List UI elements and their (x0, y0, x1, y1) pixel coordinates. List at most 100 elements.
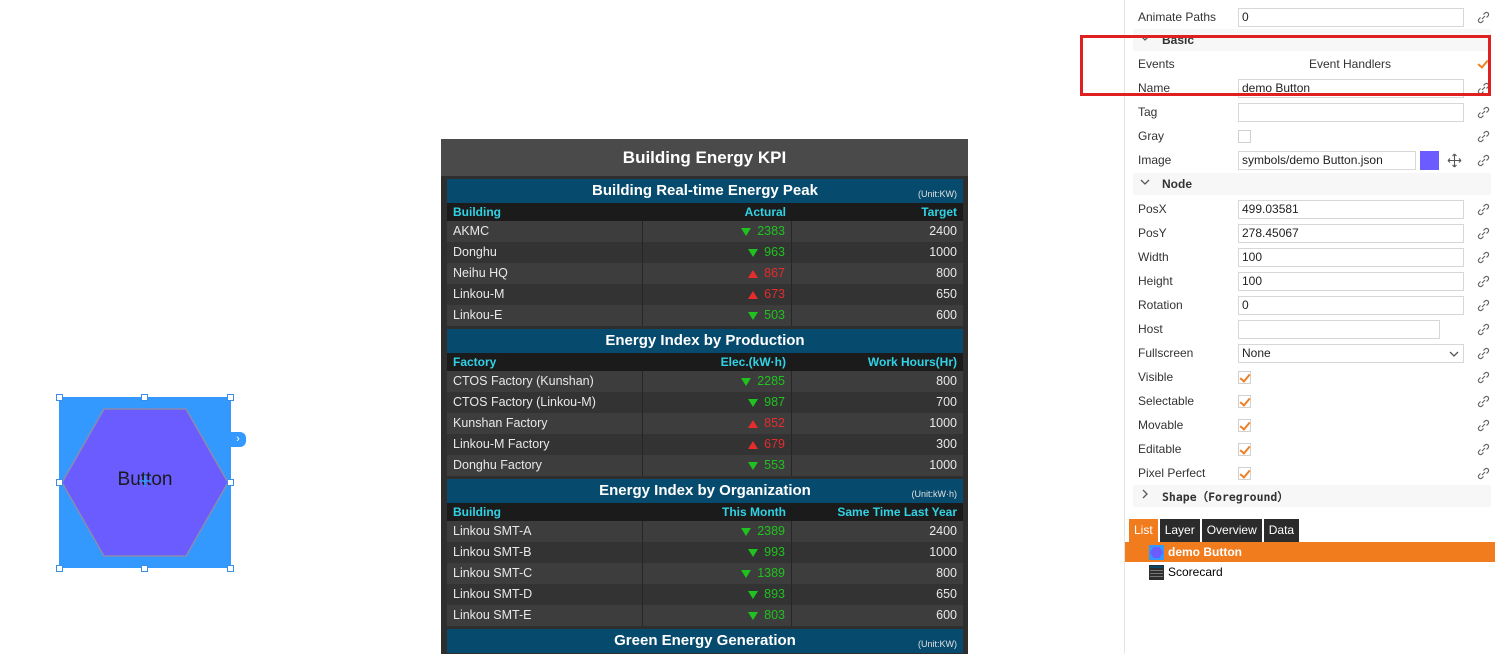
link-icon[interactable] (1477, 203, 1490, 216)
posy-input[interactable]: 278.45067 (1238, 224, 1464, 243)
row-value: 963 (764, 245, 785, 259)
link-icon[interactable] (1477, 275, 1490, 288)
pixel-perfect-checkbox[interactable] (1238, 467, 1251, 480)
triangle-down-icon (748, 548, 759, 557)
move-arrows-icon[interactable] (1447, 153, 1462, 168)
row-value-cell: 553 (643, 455, 792, 476)
image-preview-icon[interactable] (1420, 151, 1439, 170)
link-icon[interactable] (1477, 154, 1490, 167)
selectable-checkbox[interactable] (1238, 395, 1251, 408)
section-shape[interactable]: Shape（Foreground） (1133, 485, 1491, 507)
prop-label: Fullscreen (1138, 346, 1194, 360)
row-value-cell: 963 (643, 242, 792, 263)
section-title: Energy Index by Organization (599, 482, 811, 499)
link-icon[interactable] (1477, 323, 1490, 336)
row-target: 800 (936, 266, 957, 280)
chevron-right-icon[interactable]: › (230, 432, 246, 447)
demo-button-node[interactable]: Button (59, 397, 231, 568)
width-input[interactable]: 100 (1238, 248, 1464, 267)
editable-checkbox[interactable] (1238, 443, 1251, 456)
table-row: Linkou SMT-C 1389 800 (447, 563, 963, 584)
link-icon[interactable] (1477, 227, 1490, 240)
link-icon[interactable] (1477, 347, 1490, 360)
row-name: CTOS Factory (Linkou-M) (447, 392, 643, 413)
triangle-up-icon (748, 440, 759, 449)
event-handlers-link[interactable]: Event Handlers (1309, 57, 1392, 71)
link-icon[interactable] (1477, 130, 1490, 143)
triangle-down-icon (748, 611, 759, 620)
triangle-down-icon (748, 311, 759, 320)
prop-label: Width (1138, 250, 1169, 264)
triangle-down-icon (741, 377, 752, 386)
link-icon[interactable] (1477, 82, 1490, 95)
resize-handle-s[interactable] (141, 565, 148, 572)
section-basic[interactable]: Basic (1133, 29, 1491, 51)
scorecard-node[interactable]: Building Energy KPI Building Real-time E… (441, 139, 968, 654)
link-icon[interactable] (1477, 467, 1490, 480)
prop-label: Name (1138, 81, 1171, 95)
link-icon[interactable] (1477, 443, 1490, 456)
triangle-down-icon (748, 248, 759, 257)
animate-paths-input[interactable]: 0 (1238, 8, 1464, 27)
visible-checkbox[interactable] (1238, 371, 1251, 384)
table-row: Linkou SMT-D 893 650 (447, 584, 963, 605)
prop-name: Name demo Button (1133, 76, 1491, 100)
movable-checkbox[interactable] (1238, 419, 1251, 432)
name-input[interactable]: demo Button (1238, 79, 1464, 98)
tab-list[interactable]: List (1129, 519, 1158, 542)
row-target: 650 (936, 287, 957, 301)
triangle-down-icon (741, 527, 752, 536)
column-headers: Building This Month Same Time Last Year (447, 503, 963, 521)
tab-data[interactable]: Data (1263, 519, 1300, 542)
editor-canvas[interactable]: Button › Building Energy KPI Building Re… (0, 0, 1124, 654)
row-name: Linkou SMT-B (447, 542, 643, 563)
resize-handle-ne[interactable] (227, 394, 234, 401)
link-icon[interactable] (1477, 371, 1490, 384)
row-value: 2389 (757, 524, 785, 538)
section-title: Node (1162, 177, 1192, 191)
resize-handle-n[interactable] (141, 394, 148, 401)
section-title: Basic (1162, 33, 1195, 47)
resize-handle-w[interactable] (56, 479, 63, 486)
link-icon[interactable] (1477, 11, 1490, 24)
prop-visible: Visible (1133, 365, 1491, 389)
gray-checkbox[interactable] (1238, 130, 1251, 143)
link-icon[interactable] (1477, 106, 1490, 119)
prop-gray: Gray (1133, 124, 1491, 148)
column-headers: Building Actural Target (447, 203, 963, 221)
row-value: 987 (764, 395, 785, 409)
prop-host: Host (1133, 317, 1491, 341)
image-input[interactable]: symbols/demo Button.json (1238, 151, 1416, 170)
link-icon[interactable] (1477, 299, 1490, 312)
triangle-down-icon (741, 569, 752, 578)
tab-overview[interactable]: Overview (1201, 519, 1262, 542)
rows: CTOS Factory (Kunshan) 2285 800 CTOS Factor… (447, 371, 963, 476)
resize-handle-sw[interactable] (56, 565, 63, 572)
tag-input[interactable] (1238, 103, 1464, 122)
link-icon[interactable] (1477, 419, 1490, 432)
events-checkbox[interactable] (1477, 58, 1490, 71)
list-item-scorecard[interactable]: Scorecard (1125, 563, 1495, 582)
posx-input[interactable]: 499.03581 (1238, 200, 1464, 219)
rotation-input[interactable]: 0 (1238, 296, 1464, 315)
section-node[interactable]: Node (1133, 173, 1491, 195)
prop-label: Selectable (1138, 394, 1195, 408)
row-value: 893 (764, 587, 785, 601)
unit-label: (Unit:KW) (918, 639, 957, 649)
link-icon[interactable] (1477, 251, 1490, 264)
height-input[interactable]: 100 (1238, 272, 1464, 291)
table-row: Linkou SMT-B 993 1000 (447, 542, 963, 563)
table-row: Neihu HQ 867 800 (447, 263, 963, 284)
fullscreen-select[interactable]: None (1238, 344, 1464, 363)
tab-layer[interactable]: Layer (1159, 519, 1200, 542)
resize-handle-se[interactable] (227, 565, 234, 572)
row-name: Kunshan Factory (447, 413, 643, 434)
link-icon[interactable] (1477, 395, 1490, 408)
list-item-demo-button[interactable]: demo Button (1125, 543, 1495, 562)
prop-label: Height (1138, 274, 1173, 288)
resize-handle-nw[interactable] (56, 394, 63, 401)
host-input[interactable] (1238, 320, 1440, 339)
column-header: Building (453, 505, 501, 519)
prop-label: Gray (1138, 129, 1165, 143)
resize-handle-e[interactable] (227, 479, 234, 486)
